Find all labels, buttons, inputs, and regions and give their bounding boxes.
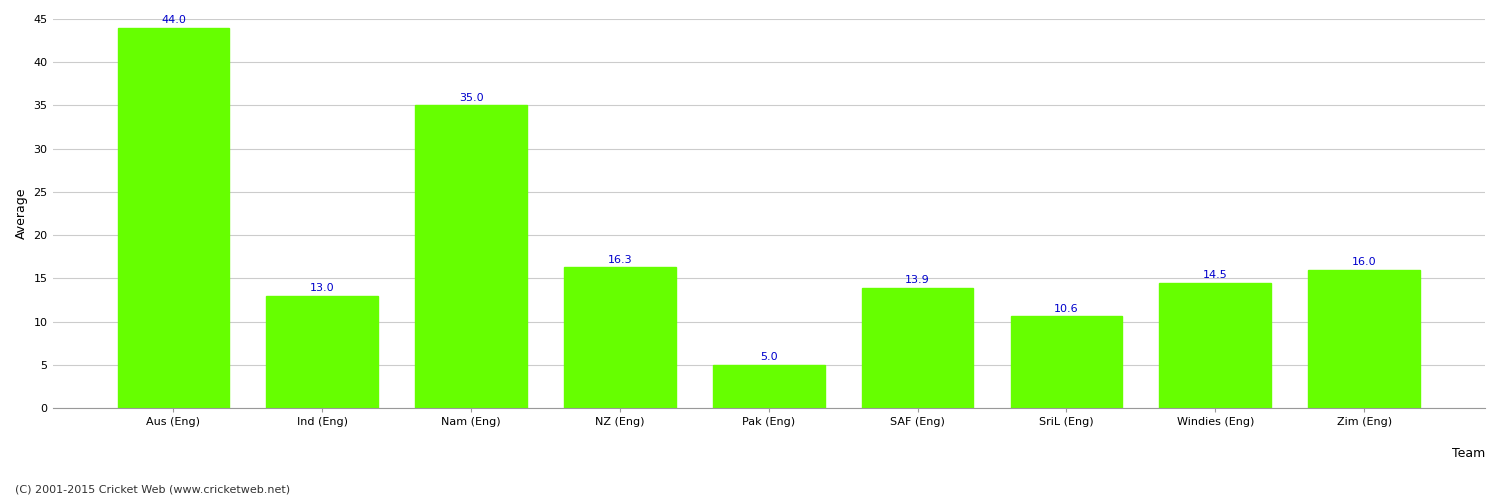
Bar	[1011, 316, 1122, 408]
Text: 16.0: 16.0	[1352, 257, 1377, 267]
Text: 35.0: 35.0	[459, 93, 483, 103]
Text: 13.0: 13.0	[310, 283, 334, 293]
Bar	[1308, 270, 1420, 408]
Bar	[117, 28, 230, 408]
Y-axis label: Average: Average	[15, 188, 28, 240]
Text: 44.0: 44.0	[160, 15, 186, 25]
Text: Team: Team	[1452, 447, 1485, 460]
Bar	[862, 288, 974, 408]
Text: 5.0: 5.0	[760, 352, 777, 362]
Bar	[416, 106, 526, 408]
Text: 13.9: 13.9	[904, 276, 930, 285]
Text: 10.6: 10.6	[1054, 304, 1078, 314]
Bar	[1160, 282, 1270, 408]
Text: 14.5: 14.5	[1203, 270, 1227, 280]
Bar	[267, 296, 378, 408]
Text: (C) 2001-2015 Cricket Web (www.cricketweb.net): (C) 2001-2015 Cricket Web (www.cricketwe…	[15, 485, 290, 495]
Text: 16.3: 16.3	[608, 254, 633, 264]
Bar	[712, 365, 825, 408]
Bar	[564, 267, 676, 408]
